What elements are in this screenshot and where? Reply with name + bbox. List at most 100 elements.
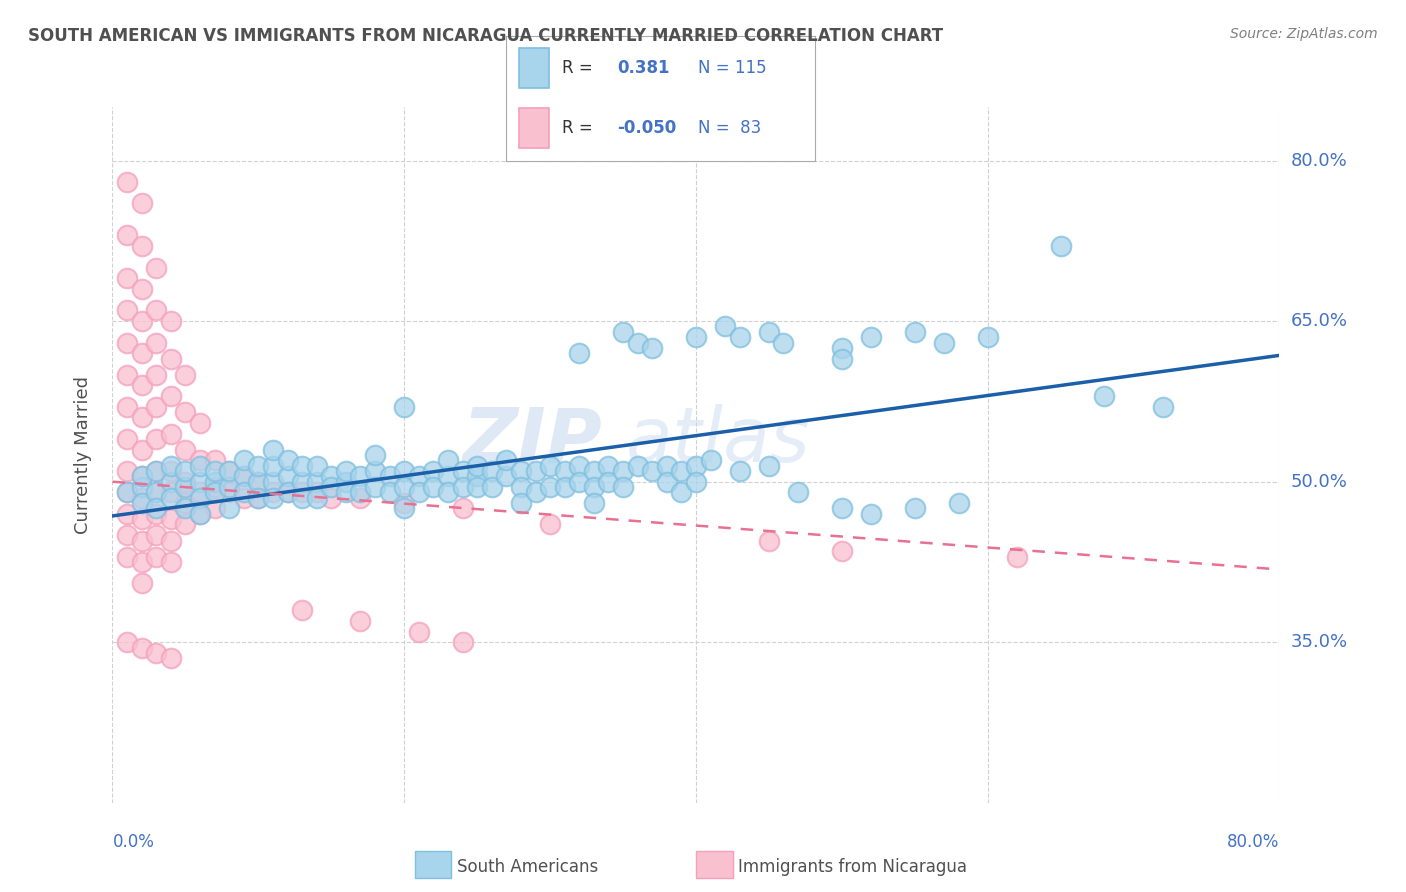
Text: -0.050: -0.050	[617, 120, 676, 137]
Point	[131, 496, 153, 510]
Text: SOUTH AMERICAN VS IMMIGRANTS FROM NICARAGUA CURRENTLY MARRIED CORRELATION CHART: SOUTH AMERICAN VS IMMIGRANTS FROM NICARA…	[28, 27, 943, 45]
Point	[582, 464, 605, 478]
Point	[904, 501, 927, 516]
Point	[131, 480, 153, 494]
Point	[160, 485, 183, 500]
Point	[115, 400, 138, 414]
Point	[145, 335, 167, 350]
Point	[115, 549, 138, 564]
Point	[145, 549, 167, 564]
Bar	[519, 48, 550, 88]
Point	[465, 469, 488, 483]
Point	[305, 485, 328, 500]
Point	[174, 480, 197, 494]
Point	[349, 614, 371, 628]
Point	[160, 458, 183, 473]
Point	[160, 314, 183, 328]
Point	[145, 485, 167, 500]
Point	[349, 491, 371, 505]
Point	[976, 330, 998, 344]
Point	[422, 480, 444, 494]
Point	[160, 512, 183, 526]
Point	[232, 469, 254, 483]
Point	[728, 464, 751, 478]
Text: 65.0%: 65.0%	[1291, 312, 1347, 330]
Point	[232, 485, 254, 500]
Point	[188, 453, 211, 467]
Point	[232, 491, 254, 505]
Point	[160, 351, 183, 366]
Text: Source: ZipAtlas.com: Source: ZipAtlas.com	[1230, 27, 1378, 41]
Point	[276, 485, 298, 500]
Point	[392, 480, 416, 494]
Point	[671, 485, 693, 500]
Point	[145, 368, 167, 382]
Point	[612, 325, 634, 339]
Point	[305, 475, 328, 489]
Point	[160, 555, 183, 569]
Point	[392, 400, 416, 414]
Point	[495, 469, 517, 483]
Point	[685, 330, 707, 344]
Point	[524, 485, 547, 500]
Point	[262, 475, 284, 489]
Point	[145, 646, 167, 660]
Point	[145, 303, 167, 318]
Point	[641, 464, 664, 478]
Point	[115, 271, 138, 285]
Point	[115, 335, 138, 350]
Point	[465, 480, 488, 494]
Point	[188, 485, 211, 500]
Point	[115, 464, 138, 478]
Point	[291, 475, 314, 489]
Point	[145, 507, 167, 521]
Point	[582, 496, 605, 510]
Point	[598, 458, 620, 473]
Point	[1049, 239, 1071, 253]
Point	[655, 458, 678, 473]
Point	[131, 442, 153, 457]
Text: ZIP: ZIP	[463, 404, 603, 478]
Point	[481, 464, 503, 478]
Point	[204, 480, 226, 494]
Point	[859, 330, 883, 344]
Point	[538, 517, 561, 532]
Point	[626, 335, 648, 350]
Point	[787, 485, 810, 500]
Point	[115, 507, 138, 521]
Point	[335, 475, 357, 489]
Point	[378, 469, 401, 483]
Point	[408, 485, 430, 500]
Point	[509, 464, 531, 478]
Point	[232, 453, 254, 467]
Point	[174, 517, 197, 532]
Text: 0.381: 0.381	[617, 59, 671, 77]
Point	[685, 458, 707, 473]
Point	[758, 458, 780, 473]
Point	[364, 464, 387, 478]
Point	[335, 464, 357, 478]
Point	[204, 475, 226, 489]
Point	[568, 458, 591, 473]
Point	[218, 485, 240, 500]
Point	[554, 464, 576, 478]
Point	[262, 491, 284, 505]
Point	[145, 501, 167, 516]
Point	[364, 448, 387, 462]
Point	[859, 507, 883, 521]
Text: atlas: atlas	[626, 404, 810, 478]
Point	[392, 496, 416, 510]
Point	[685, 475, 707, 489]
Point	[364, 480, 387, 494]
Text: Immigrants from Nicaragua: Immigrants from Nicaragua	[738, 858, 967, 876]
Point	[291, 485, 314, 500]
Point	[174, 475, 197, 489]
Point	[218, 464, 240, 478]
Point	[188, 507, 211, 521]
Point	[218, 501, 240, 516]
Point	[115, 485, 138, 500]
Point	[145, 260, 167, 275]
Point	[671, 464, 693, 478]
Point	[188, 416, 211, 430]
Point	[131, 469, 153, 483]
